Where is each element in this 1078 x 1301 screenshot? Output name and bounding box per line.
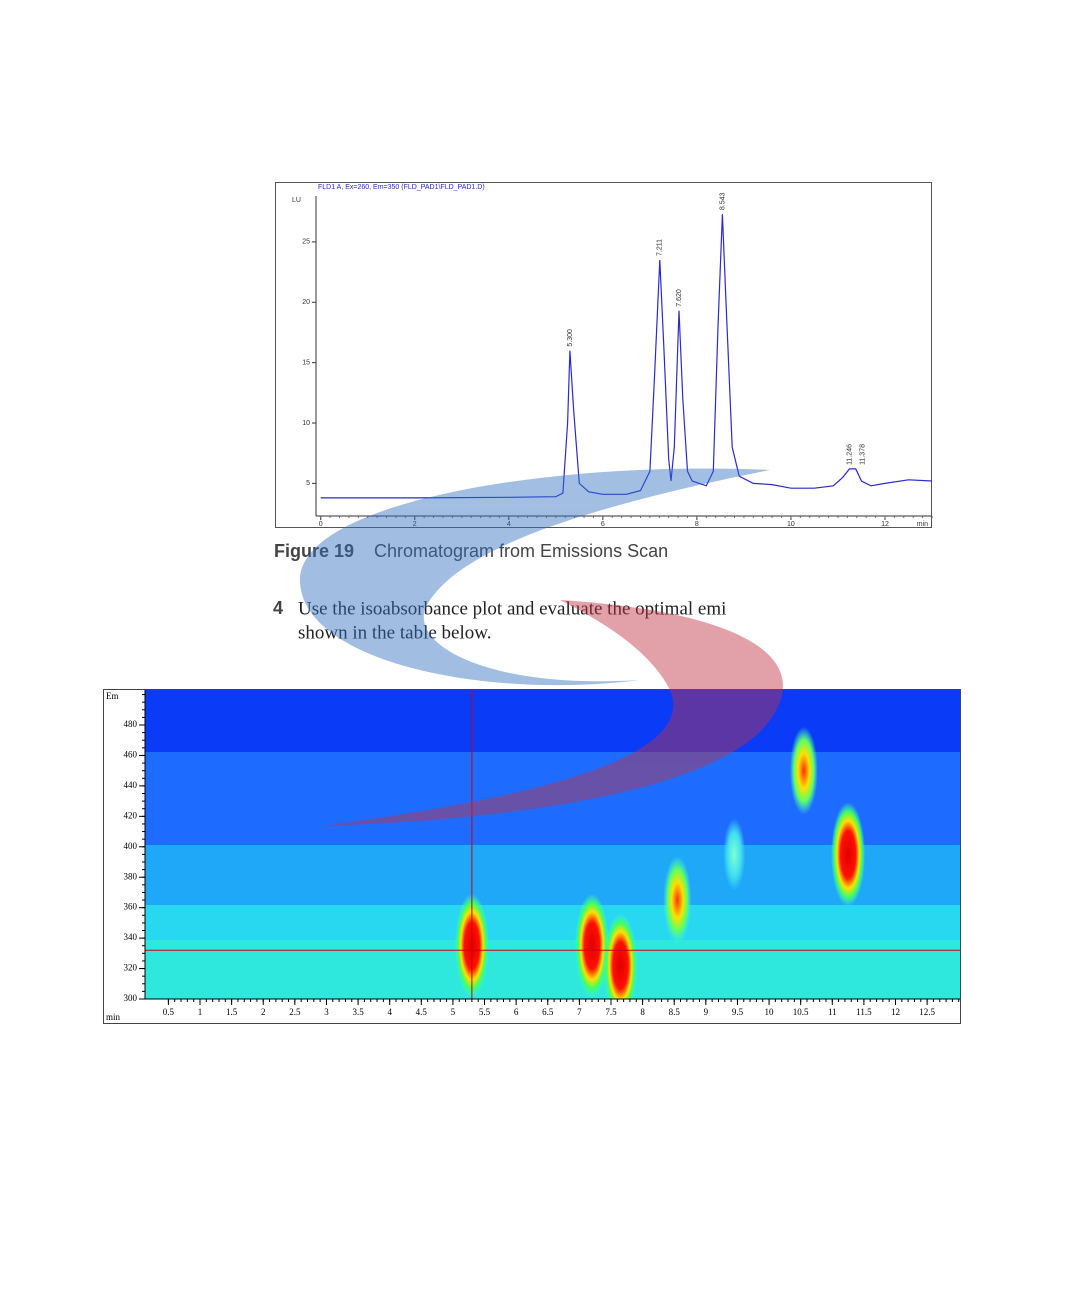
x-tick-label: 7 [577, 1007, 582, 1017]
peak-label: 5.300 [567, 329, 574, 347]
spot [831, 802, 866, 907]
x-tick-label: 2 [261, 1007, 266, 1017]
y-tick-label: 20 [302, 299, 310, 306]
y-axis-label: Em [106, 691, 119, 701]
y-tick-label: 300 [124, 993, 138, 1003]
y-tick-label: 25 [302, 239, 310, 246]
y-tick-label: 5 [306, 480, 310, 487]
peak-label: 11.378 [860, 444, 867, 465]
y-tick-label: 15 [302, 359, 310, 366]
x-tick-label: 4.5 [416, 1007, 428, 1017]
x-tick-label: 6 [514, 1007, 519, 1017]
x-tick-label: 2 [413, 521, 417, 528]
figure-number: Figure 19 [274, 541, 354, 561]
x-tick-label: 4 [387, 1007, 392, 1017]
chromatogram: 5 10 15 20 25 0 2 4 6 8 10 12 5.300 7.211 7.620 8.543 11… [302, 192, 933, 528]
x-tick-label: 6.5 [542, 1007, 554, 1017]
y-tick-label: 10 [302, 420, 310, 427]
y-axis-label: LU [292, 197, 301, 204]
y-tick-label: 340 [124, 932, 138, 942]
x-tick-label: 8 [695, 521, 699, 528]
x-tick-label: 12.5 [919, 1007, 935, 1017]
x-tick-label: 7.5 [605, 1007, 617, 1017]
chart-frame [275, 182, 932, 528]
spot [603, 913, 638, 999]
y-tick-label: 400 [124, 841, 138, 851]
x-tick-label: 0.5 [163, 1007, 175, 1017]
x-tick-label: 5 [451, 1007, 456, 1017]
x-tick-label: 8.5 [669, 1007, 681, 1017]
x-tick-label: 3 [324, 1007, 329, 1017]
x-tick-label: 6 [601, 521, 605, 528]
x-axis-label: min [917, 521, 928, 528]
x-tick-label: 1.5 [226, 1007, 238, 1017]
x-tick-label: 8 [640, 1007, 645, 1017]
y-tick-label: 360 [124, 902, 138, 912]
chromatogram-line [320, 214, 933, 499]
x-tick-label: 9 [704, 1007, 709, 1017]
y-tick-label: 480 [124, 719, 138, 729]
spot [723, 818, 746, 891]
x-tick-label: 12 [881, 521, 889, 528]
x-tick-label: 3.5 [352, 1007, 364, 1017]
x-tick-label: 1 [198, 1007, 203, 1017]
x-tick-label: 11.5 [856, 1007, 872, 1017]
y-tick-label: 380 [124, 871, 138, 881]
x-axis-label: min [106, 1012, 121, 1022]
step-text: Use the isoabsorbance plot and evaluate … [298, 598, 726, 619]
y-tick-label: 320 [124, 963, 138, 973]
y-tick-label: 440 [124, 780, 138, 790]
heatmap-background [145, 690, 960, 999]
step-text: shown in the table below. [298, 622, 491, 643]
spot [575, 893, 610, 998]
peak-label: 11.246 [846, 444, 853, 465]
x-tick-label: 12 [891, 1007, 900, 1017]
x-tick-label: 4 [507, 521, 511, 528]
x-tick-label: 2.5 [289, 1007, 301, 1017]
x-tick-label: 11 [828, 1007, 837, 1017]
x-tick-label: 10 [765, 1007, 775, 1017]
step-number: 4 [273, 598, 283, 618]
watermark [300, 468, 783, 826]
peak-label: 7.620 [676, 289, 683, 307]
peak-label: 8.543 [719, 192, 726, 210]
heatmap [145, 690, 960, 999]
peak-label: 7.211 [657, 239, 664, 256]
x-tick-label: 10 [787, 521, 795, 528]
y-tick-label: 420 [124, 810, 138, 820]
spot [789, 726, 818, 815]
x-tick-label: 5.5 [479, 1007, 491, 1017]
x-tick-label: 10.5 [793, 1007, 809, 1017]
x-tick-label: 0 [319, 521, 323, 528]
figure-caption: Chromatogram from Emissions Scan [374, 541, 668, 561]
x-tick-label: 9.5 [732, 1007, 744, 1017]
spot [663, 856, 692, 945]
chart-title: FLD1 A, Ex=260, Em=350 (FLD_PAD1\FLD_PAD… [318, 184, 485, 191]
y-tick-label: 460 [124, 750, 138, 760]
